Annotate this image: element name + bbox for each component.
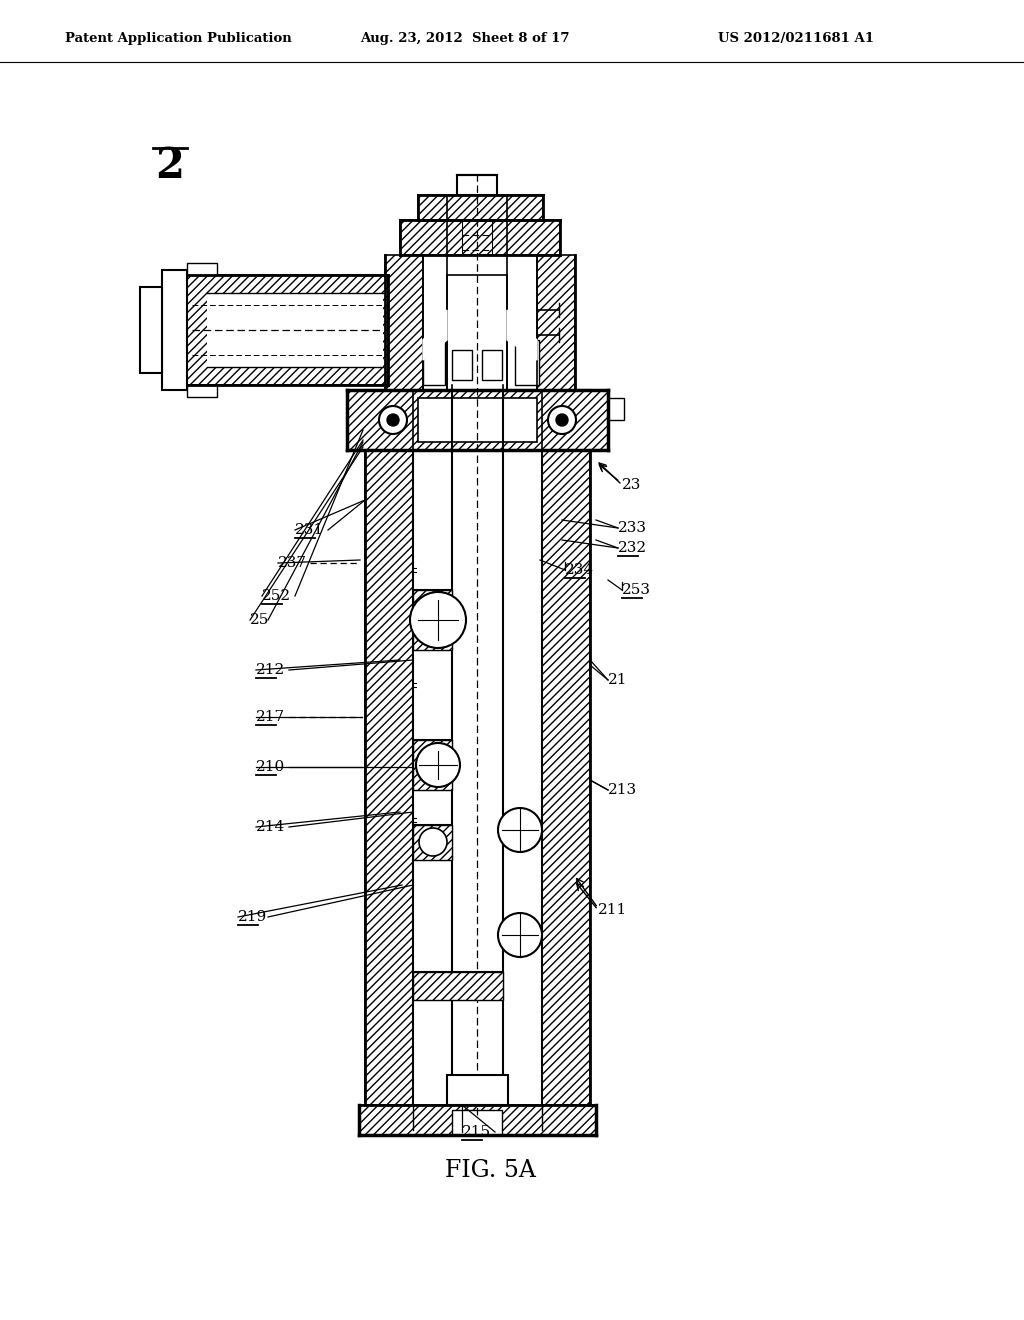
Text: 23: 23 bbox=[622, 478, 641, 492]
Text: US 2012/0211681 A1: US 2012/0211681 A1 bbox=[718, 32, 874, 45]
Bar bbox=[207, 293, 383, 367]
Text: Aug. 23, 2012  Sheet 8 of 17: Aug. 23, 2012 Sheet 8 of 17 bbox=[360, 32, 569, 45]
Bar bbox=[413, 972, 503, 1001]
Circle shape bbox=[498, 913, 542, 957]
Bar bbox=[608, 399, 624, 420]
Bar bbox=[447, 1074, 508, 1105]
Bar bbox=[413, 741, 452, 789]
Circle shape bbox=[387, 414, 399, 426]
Bar bbox=[140, 286, 162, 374]
Bar bbox=[365, 450, 413, 1105]
Text: 217: 217 bbox=[256, 710, 285, 723]
Bar bbox=[187, 263, 217, 275]
Bar bbox=[187, 385, 217, 397]
Bar bbox=[400, 220, 560, 255]
Text: FIG. 5A: FIG. 5A bbox=[444, 1159, 536, 1181]
Text: 253: 253 bbox=[622, 583, 651, 597]
Text: 212: 212 bbox=[256, 663, 286, 677]
Circle shape bbox=[379, 407, 407, 434]
Text: 231: 231 bbox=[295, 523, 325, 537]
Text: 234: 234 bbox=[565, 564, 594, 577]
Text: 215: 215 bbox=[462, 1125, 492, 1139]
Text: 252: 252 bbox=[262, 589, 291, 603]
Circle shape bbox=[410, 591, 466, 648]
Text: 233: 233 bbox=[618, 521, 647, 535]
Text: 21: 21 bbox=[608, 673, 628, 686]
Bar bbox=[452, 1110, 502, 1135]
Text: 237: 237 bbox=[278, 556, 307, 570]
Polygon shape bbox=[423, 310, 447, 360]
Bar bbox=[447, 275, 507, 389]
Text: 211: 211 bbox=[598, 903, 628, 917]
Bar bbox=[187, 275, 388, 385]
Circle shape bbox=[416, 743, 460, 787]
Bar bbox=[418, 399, 537, 442]
Bar bbox=[457, 176, 497, 195]
Text: 210: 210 bbox=[256, 760, 286, 774]
Text: 219: 219 bbox=[238, 909, 267, 924]
Bar bbox=[452, 350, 472, 380]
Bar bbox=[359, 1105, 596, 1135]
Bar bbox=[418, 195, 543, 220]
Circle shape bbox=[548, 407, 575, 434]
Bar bbox=[482, 350, 502, 380]
Circle shape bbox=[419, 828, 447, 855]
Bar bbox=[413, 590, 452, 649]
Bar bbox=[385, 255, 423, 389]
Bar bbox=[542, 450, 590, 1105]
Bar bbox=[347, 389, 608, 450]
Text: 25: 25 bbox=[250, 612, 269, 627]
Polygon shape bbox=[507, 310, 537, 360]
Text: 214: 214 bbox=[256, 820, 286, 834]
Text: Patent Application Publication: Patent Application Publication bbox=[65, 32, 292, 45]
Bar bbox=[537, 255, 575, 389]
Circle shape bbox=[556, 414, 568, 426]
Circle shape bbox=[498, 808, 542, 851]
Text: 2: 2 bbox=[155, 145, 184, 187]
Text: 232: 232 bbox=[618, 541, 647, 554]
Text: 213: 213 bbox=[608, 783, 637, 797]
Bar bbox=[413, 825, 452, 861]
Bar bbox=[515, 341, 539, 385]
Bar bbox=[162, 271, 187, 389]
Bar bbox=[423, 341, 445, 385]
